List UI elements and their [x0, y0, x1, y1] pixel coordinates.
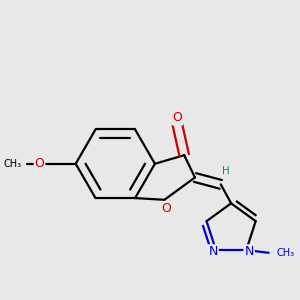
Text: N: N [208, 245, 218, 258]
Text: H: H [222, 166, 230, 176]
Text: CH₃: CH₃ [276, 248, 294, 258]
Text: O: O [34, 157, 44, 170]
Text: O: O [172, 112, 182, 124]
Text: O: O [161, 202, 171, 215]
Text: CH₃: CH₃ [3, 159, 21, 169]
Text: N: N [244, 245, 254, 258]
